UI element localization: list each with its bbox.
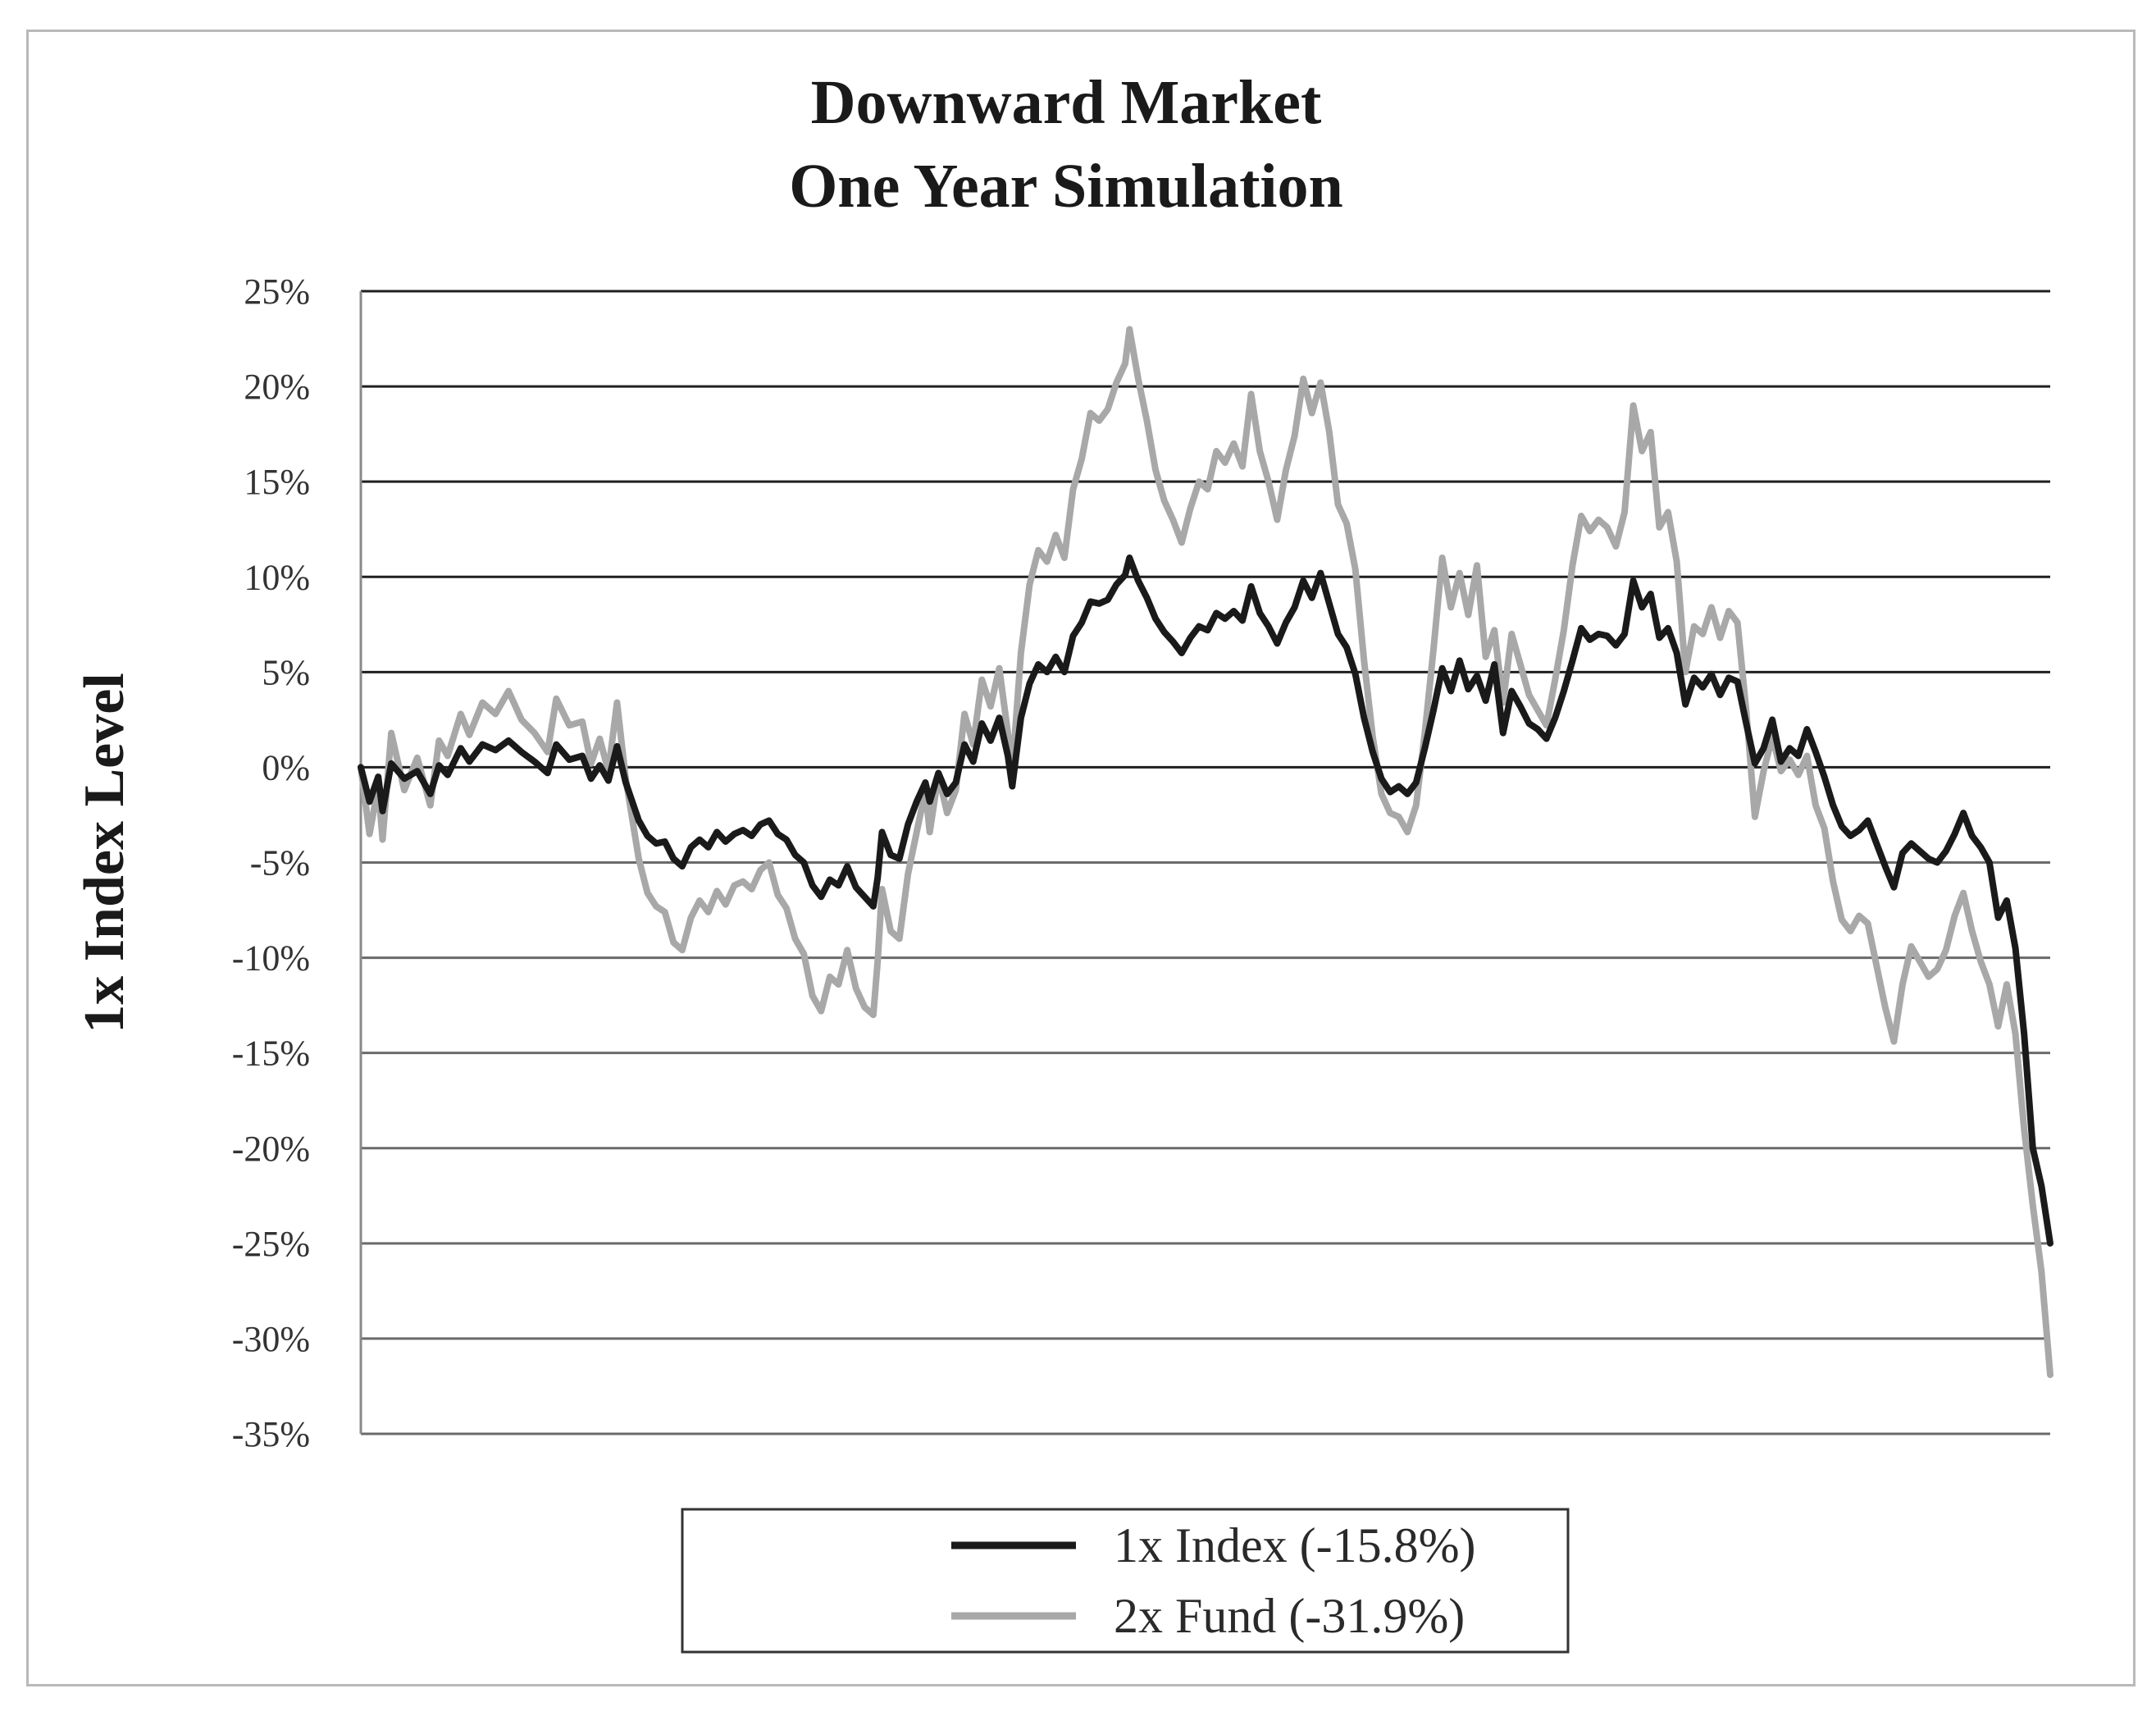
y-tick-label: 10% xyxy=(244,557,310,597)
y-tick-label: 15% xyxy=(244,462,310,502)
grid-layer xyxy=(359,290,2050,1435)
y-tick-label: 20% xyxy=(244,367,310,407)
chart-title-line-1: Downward Market xyxy=(811,68,1322,137)
y-tick-labels: 25% 20% 15% 10% 5% 0% -5% -10% -15% -20% -25% -30% -… xyxy=(232,272,310,1454)
y-tick-label: -15% xyxy=(232,1034,310,1074)
chart-title-line-2: One Year Simulation xyxy=(789,152,1343,221)
y-tick-label: 5% xyxy=(262,652,310,692)
y-axis-label: 1x Index Level xyxy=(73,673,136,1033)
legend-label-2x-fund: 2x Fund (-31.9%) xyxy=(1114,1589,1465,1643)
series-line-1x-index-15-8 xyxy=(358,555,2053,1247)
y-tick-label: -25% xyxy=(232,1224,310,1264)
y-tick-label: -35% xyxy=(232,1414,310,1454)
legend-label-1x-index: 1x Index (-15.8%) xyxy=(1114,1518,1476,1572)
y-tick-label: -30% xyxy=(232,1319,310,1359)
legend: 1x Index (-15.8%) 2x Fund (-31.9%) xyxy=(681,1508,1570,1654)
chart-frame xyxy=(26,30,2135,1686)
legend-box xyxy=(681,1508,1570,1654)
y-tick-label: -20% xyxy=(232,1129,310,1169)
y-tick-label: 25% xyxy=(244,272,310,312)
series-line-2x-fund-31-9 xyxy=(358,326,2053,1378)
y-tick-label: -10% xyxy=(232,938,310,979)
y-tick-label: 0% xyxy=(262,747,310,787)
series-layer xyxy=(358,326,2053,1378)
y-tick-label: -5% xyxy=(250,843,310,883)
